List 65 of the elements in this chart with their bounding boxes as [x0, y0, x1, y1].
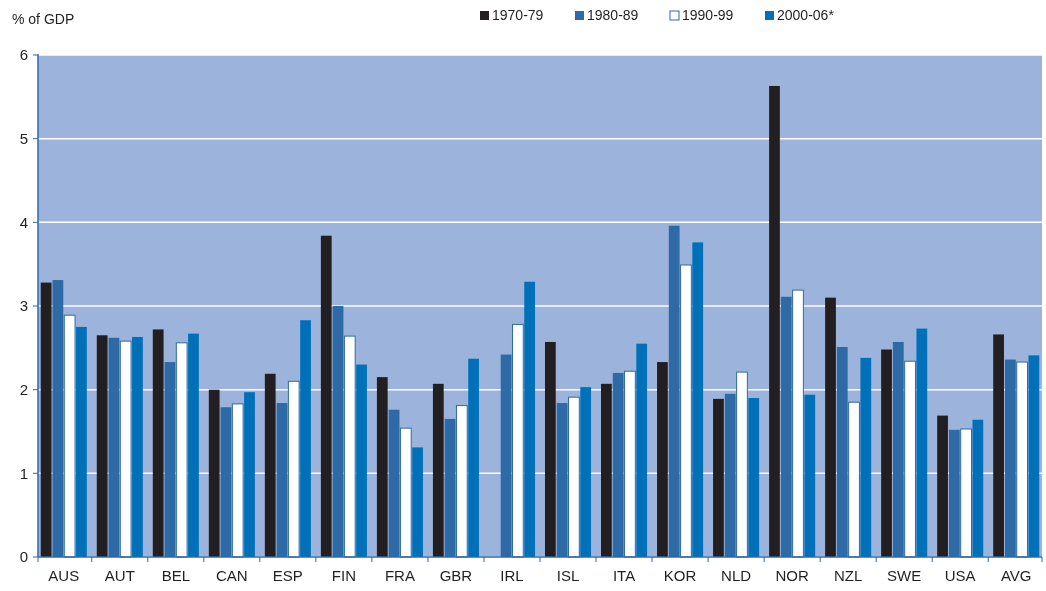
- bar: [188, 333, 199, 557]
- bar: [468, 358, 479, 557]
- bar: [692, 242, 704, 557]
- bar: [432, 383, 444, 557]
- bar: [208, 389, 220, 557]
- bar: [601, 383, 612, 557]
- bar: [657, 362, 668, 557]
- x-tick-label: IRL: [500, 567, 524, 584]
- x-tick-label: BEL: [161, 567, 191, 584]
- x-tick-label: ESP: [272, 567, 303, 584]
- bar: [264, 373, 276, 557]
- bar: [76, 326, 87, 557]
- bar: [356, 364, 367, 557]
- y-tick-label: 4: [19, 213, 28, 231]
- y-tick-label: 0: [19, 548, 28, 566]
- bar: [636, 343, 648, 557]
- x-tick-label: NLD: [721, 567, 752, 584]
- bar: [1028, 355, 1040, 557]
- bar: [972, 419, 984, 557]
- bar: [937, 415, 948, 557]
- x-tick-label: ITA: [612, 567, 636, 584]
- legend-label: 2000-06*: [777, 7, 835, 23]
- x-tick-label: KOR: [663, 567, 697, 584]
- x-tick-label: AUT: [104, 567, 135, 584]
- x-tick-label: SWE: [887, 567, 922, 584]
- x-tick-label: CAN: [216, 567, 248, 584]
- bar: [320, 235, 332, 557]
- bar: [376, 377, 388, 557]
- legend-label: 1980-89: [587, 7, 639, 23]
- x-tick-label: AUS: [48, 567, 80, 584]
- bar: [580, 387, 592, 557]
- y-tick-label: 5: [19, 129, 28, 147]
- bar: [412, 447, 423, 557]
- legend-label: 1990-99: [682, 7, 734, 23]
- y-tick-label: 1: [19, 464, 28, 482]
- bar: [132, 336, 143, 557]
- x-tick-label: NZL: [833, 567, 863, 584]
- x-tick-label: FIN: [331, 567, 356, 584]
- y-axis-title: % of GDP: [12, 11, 75, 27]
- bar: [993, 334, 1004, 557]
- x-tick-label: NOR: [775, 567, 809, 584]
- bar: [152, 329, 164, 557]
- bar: [244, 392, 255, 557]
- x-tick-label: GBR: [439, 567, 473, 584]
- x-tick-label: ISL: [556, 567, 580, 584]
- x-tick-label: FRA: [384, 567, 415, 584]
- y-tick-label: 3: [19, 297, 28, 315]
- y-tick-label: 2: [19, 380, 28, 398]
- bar: [825, 297, 836, 557]
- bar: [544, 341, 556, 557]
- x-tick-label: USA: [944, 567, 976, 584]
- x-tick-label: AVG: [1000, 567, 1032, 584]
- bar: [713, 398, 724, 557]
- bar: [860, 357, 872, 557]
- legend-label: 1970-79: [492, 7, 544, 23]
- bar: [40, 282, 52, 557]
- bar: [916, 328, 928, 557]
- bar: [804, 394, 816, 557]
- bar: [300, 320, 311, 557]
- bar: [96, 335, 108, 557]
- bar: [524, 281, 536, 557]
- y-tick-label: 6: [19, 46, 28, 64]
- bar: [748, 398, 760, 557]
- bar: [769, 85, 780, 557]
- bar: [881, 349, 892, 557]
